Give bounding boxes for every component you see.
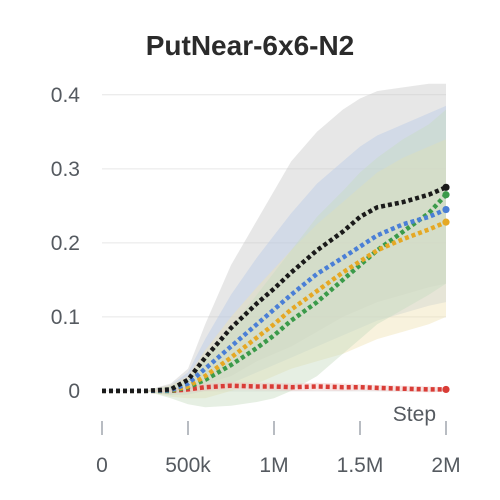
x-tick-label: 2M — [431, 454, 460, 477]
y-tick-label: 0.4 — [51, 84, 81, 107]
y-tick-label: 0.2 — [51, 232, 80, 255]
x-tick-label: 500k — [165, 454, 211, 477]
band-layer — [102, 83, 446, 408]
x-tick-label: 1.5M — [337, 454, 384, 477]
chart-title: PutNear-6x6-N2 — [146, 30, 355, 61]
series-line — [102, 185, 447, 394]
x-axis-title: Step — [393, 403, 436, 426]
series-confidence-band — [102, 139, 446, 399]
y-tick-label: 0.1 — [51, 306, 80, 329]
y-tick-label: 0 — [68, 380, 80, 403]
series-confidence-band — [102, 105, 446, 396]
series-end-point — [442, 205, 450, 214]
grid-layer — [102, 94, 446, 392]
series-confidence-band — [102, 83, 446, 395]
line-layer — [102, 183, 450, 394]
series-confidence-band — [102, 109, 446, 408]
x-tick-label: 0 — [96, 454, 108, 477]
series-end-point — [442, 183, 450, 191]
series-end-point — [442, 191, 450, 199]
series-end-point — [442, 385, 450, 394]
series-end-point — [442, 218, 450, 226]
y-tick-label: 0.3 — [51, 158, 80, 181]
x-tick-label: 1M — [259, 454, 288, 477]
axis-layer: 0 0.1 0.2 0.3 0.4 0 500k 1M 1.5M 2M — [51, 84, 461, 477]
